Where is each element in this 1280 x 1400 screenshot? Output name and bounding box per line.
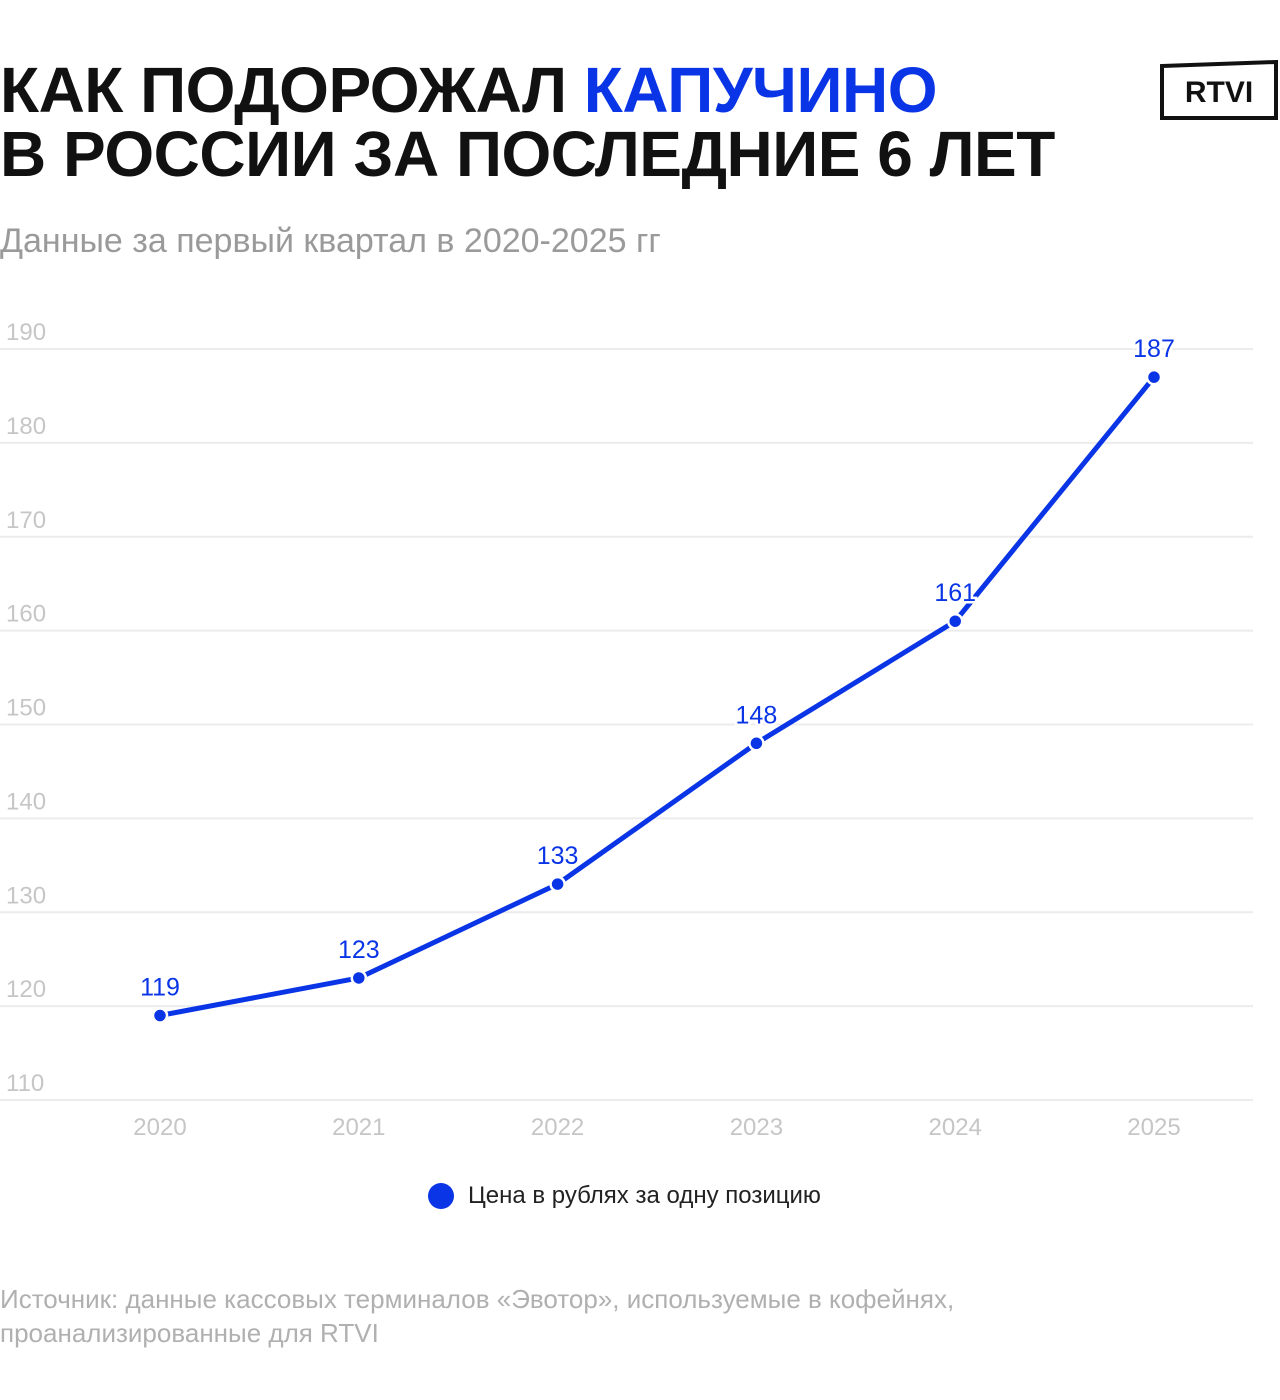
data-point-2021 bbox=[350, 969, 368, 987]
y-tick-label-110: 110 bbox=[6, 1070, 44, 1097]
y-tick-label-160: 160 bbox=[6, 601, 46, 628]
data-label-2023: 148 bbox=[736, 701, 778, 729]
chart-legend: Цена в рублях за одну позицию bbox=[428, 1182, 821, 1210]
data-label-2022: 133 bbox=[537, 842, 579, 870]
y-tick-label-130: 130 bbox=[6, 882, 46, 909]
x-tick-label-2025: 2025 bbox=[1127, 1114, 1180, 1141]
rtvi-logo: RTVI bbox=[1160, 60, 1278, 120]
legend-marker bbox=[428, 1183, 454, 1209]
chart-subtitle: Данные за первый квартал в 2020-2025 гг bbox=[0, 222, 661, 260]
logo-text: RTVI bbox=[1185, 76, 1253, 109]
x-tick-label-2022: 2022 bbox=[531, 1114, 584, 1141]
data-point-2023 bbox=[748, 735, 765, 752]
y-tick-label-150: 150 bbox=[6, 695, 46, 722]
y-tick-label-180: 180 bbox=[6, 413, 46, 440]
data-point-2022 bbox=[549, 875, 566, 893]
logo-frame bbox=[1160, 60, 1278, 120]
source-line-1: Источник: данные кассовых терминалов «Эв… bbox=[0, 1284, 955, 1314]
y-tick-label-170: 170 bbox=[6, 507, 46, 534]
chart-title: КАК ПОДОРОЖАЛ КАПУЧИНО В РОССИИ ЗА ПОСЛЕ… bbox=[0, 58, 1055, 186]
data-point-2020 bbox=[151, 1007, 169, 1024]
title-line-2: В РОССИИ ЗА ПОСЛЕДНИЕ 6 ЛЕТ bbox=[0, 118, 1055, 190]
y-tick-label-190: 190 bbox=[6, 319, 46, 346]
x-tick-label-2021: 2021 bbox=[332, 1114, 385, 1141]
x-tick-label-2024: 2024 bbox=[929, 1114, 982, 1141]
source-note: Источник: данные кассовых терминалов «Эв… bbox=[0, 1282, 1180, 1350]
data-label-2024: 161 bbox=[934, 579, 976, 607]
y-tick-label-120: 120 bbox=[6, 976, 46, 1003]
legend-label: Цена в рублях за одну позицию bbox=[468, 1182, 821, 1209]
series-line bbox=[157, 374, 1157, 1019]
x-tick-label-2020: 2020 bbox=[133, 1114, 186, 1141]
data-point-2024 bbox=[946, 612, 964, 630]
title-prefix: КАК ПОДОРОЖАЛ bbox=[0, 54, 584, 126]
y-tick-label-140: 140 bbox=[6, 788, 46, 815]
data-label-2021: 123 bbox=[338, 936, 380, 964]
title-line-1: КАК ПОДОРОЖАЛ КАПУЧИНО bbox=[0, 58, 1055, 122]
x-tick-label-2023: 2023 bbox=[730, 1114, 783, 1141]
data-point-2025 bbox=[1145, 368, 1163, 386]
data-label-2020: 119 bbox=[140, 974, 180, 1002]
source-line-2: проанализированные для RTVI bbox=[0, 1318, 379, 1348]
line-chart: 110 120 130 140 150 160 170 180 190 2020 2021 2022 2… bbox=[0, 319, 1253, 1141]
title-accent: КАПУЧИНО bbox=[583, 54, 938, 126]
data-label-2025: 187 bbox=[1133, 335, 1175, 363]
